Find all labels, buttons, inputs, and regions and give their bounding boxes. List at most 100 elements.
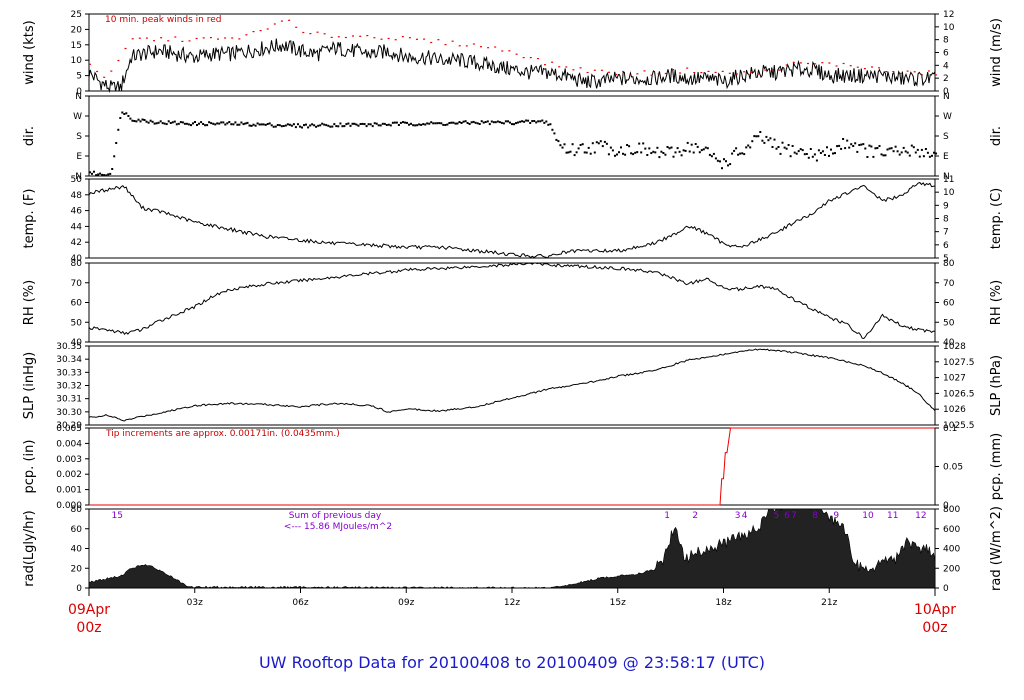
dir-point	[795, 152, 798, 155]
dir-point	[236, 123, 239, 126]
y-tick-label-right: 400	[943, 545, 960, 555]
dir-point	[496, 120, 499, 123]
y-tick-label-left: 80	[71, 259, 83, 269]
y-tick-label-left: 20	[71, 564, 83, 574]
peak-wind-mark	[359, 35, 362, 37]
dir-point	[311, 123, 314, 126]
dir-point	[696, 145, 699, 148]
dir-point	[803, 153, 806, 156]
dir-point	[494, 121, 497, 124]
dir-point	[819, 152, 822, 154]
dir-point	[712, 152, 715, 155]
dir-point	[276, 124, 279, 126]
dir-point	[783, 146, 786, 149]
dir-point	[250, 124, 253, 127]
y-tick-label-right: 0.05	[943, 463, 963, 473]
dir-point	[834, 152, 836, 155]
dir-point	[206, 124, 209, 127]
dir-point	[377, 124, 380, 127]
peak-wind-mark	[863, 68, 866, 70]
peak-wind-mark	[700, 72, 703, 74]
dir-point	[181, 121, 184, 124]
dir-point	[672, 155, 675, 158]
y-axis-title-left: rad(Lgly/hr)	[22, 510, 37, 586]
dir-point	[918, 155, 921, 158]
peak-wind-mark	[750, 72, 753, 74]
y-tick-label-right: 80	[943, 259, 955, 269]
panel-slp: 30.29 30.30 30.31 30.32 30.33 30.34 30.35 1025.…	[22, 342, 1004, 431]
dir-point	[200, 121, 203, 124]
dir-point	[725, 160, 727, 163]
dir-point	[137, 118, 140, 121]
dir-point	[640, 151, 643, 154]
dir-point	[759, 131, 762, 133]
peak-wind-mark	[878, 67, 881, 69]
dir-point	[226, 122, 229, 125]
dir-point	[173, 120, 176, 123]
series-line-wind	[88, 38, 936, 93]
dir-point	[666, 146, 669, 148]
peak-wind-mark	[188, 40, 191, 42]
dir-point	[543, 121, 546, 124]
peak-wind-mark	[608, 71, 610, 73]
peak-wind-mark	[849, 65, 852, 67]
dir-point	[757, 135, 760, 138]
dir-point	[846, 139, 849, 142]
dir-point	[541, 119, 544, 122]
peak-wind-mark	[451, 40, 454, 42]
dir-point	[749, 146, 752, 149]
dir-point	[785, 147, 788, 150]
peak-wind-mark	[522, 57, 525, 59]
dir-point	[301, 126, 303, 129]
dir-point	[169, 122, 172, 124]
dir-point	[892, 150, 895, 153]
dir-point	[789, 155, 792, 158]
dir-point	[381, 122, 384, 125]
peak-wind-mark	[153, 40, 155, 42]
dir-point	[521, 120, 524, 123]
dir-point	[920, 148, 923, 151]
dir-point	[436, 122, 439, 125]
peak-wind-mark	[89, 63, 91, 65]
time-start-date: 09Apr	[68, 602, 110, 618]
peak-wind-mark	[515, 53, 518, 55]
dir-point	[228, 121, 231, 123]
y-tick-label-left: 50	[71, 175, 83, 185]
dir-point	[414, 124, 417, 127]
dir-point	[355, 123, 358, 126]
dir-point	[741, 152, 744, 155]
dir-point	[218, 122, 221, 125]
y-tick-label-right: 10	[943, 188, 955, 198]
dir-point	[908, 154, 911, 157]
peak-wind-mark	[259, 30, 262, 32]
dir-point	[797, 150, 800, 153]
y-tick-label-right: 4	[943, 61, 949, 71]
dir-point	[252, 123, 255, 126]
peak-wind-mark	[636, 73, 639, 75]
dir-point	[416, 124, 419, 127]
dir-point	[567, 151, 570, 154]
series-line-slp	[88, 348, 936, 422]
y-tick-label-left: N	[75, 172, 82, 182]
dir-point	[444, 124, 447, 126]
dir-point	[662, 152, 665, 154]
peak-wind-mark	[423, 38, 426, 40]
dir-point	[914, 151, 917, 154]
peak-wind-mark	[458, 45, 461, 47]
dir-point	[743, 153, 746, 156]
y-tick-label-right: 70	[943, 279, 955, 289]
peak-wind-mark	[757, 73, 760, 75]
peak-wind-mark	[693, 72, 696, 74]
dir-point	[587, 146, 590, 149]
dir-point	[379, 124, 382, 127]
panel-frame	[88, 13, 936, 92]
dir-point	[686, 141, 689, 144]
dir-point	[755, 135, 758, 138]
dir-point	[238, 123, 241, 126]
dir-point	[412, 124, 415, 127]
y-tick-label-right: 2	[943, 74, 949, 84]
peak-wind-mark	[117, 59, 120, 62]
dir-point	[745, 146, 748, 149]
dir-point	[153, 122, 156, 125]
dir-point	[898, 153, 901, 156]
